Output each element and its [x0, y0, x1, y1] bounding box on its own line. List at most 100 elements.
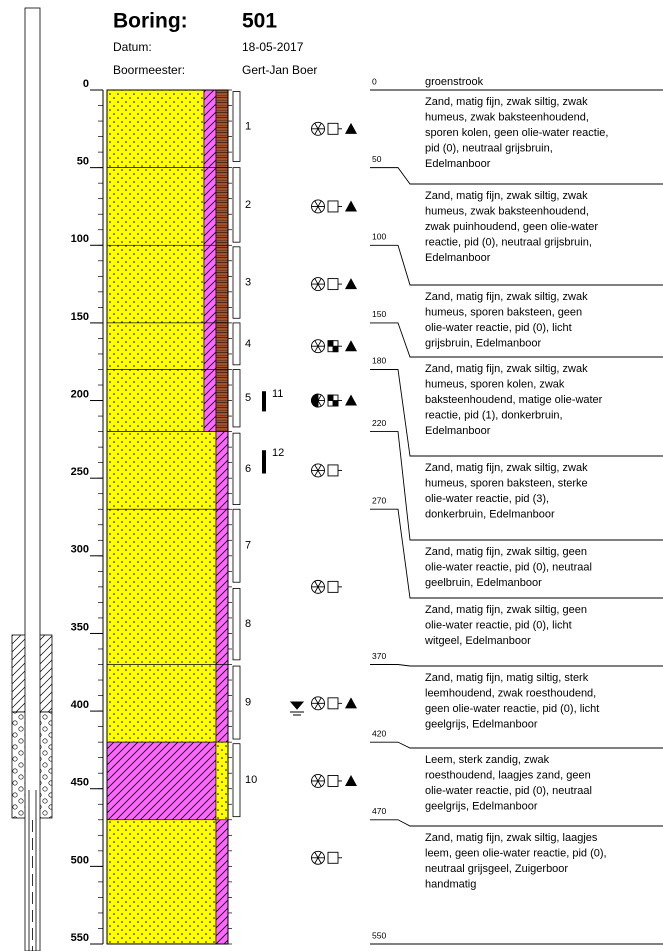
layer-description: leem, geen olie-water reactie, pid (0),: [425, 847, 607, 859]
depth-tick-label: 350: [71, 621, 89, 633]
sample-label: 1: [245, 120, 251, 132]
soil-loam: [204, 323, 216, 370]
depth-tick-label: 200: [71, 388, 89, 400]
depth-label: 370: [372, 651, 386, 661]
marker-bar: [262, 450, 266, 473]
layer-description: olie-water reactie, pid (0), neutraal: [425, 785, 592, 797]
layer-description: geelgrijs, Edelmanboor: [425, 718, 538, 730]
layer-description: Zand, matig fijn, zwak siltig, zwak: [425, 96, 588, 108]
well: [12, 8, 52, 951]
layer-description: olie-water reactie, pid (0), licht: [425, 619, 572, 631]
depth-label: 100: [372, 232, 386, 242]
boring-log: Boring: 501 Datum: 18-05-2017 Boormeeste…: [0, 0, 663, 951]
soil-sand: [107, 245, 204, 323]
sample-label: 7: [245, 540, 251, 552]
sample-interval: [233, 323, 240, 365]
depth-tick-label: 400: [71, 699, 89, 711]
soil-sand: [216, 742, 228, 820]
layer-description: witgeel, Edelmanboor: [424, 635, 531, 647]
sample-label: 8: [245, 618, 251, 630]
sample-interval: [233, 666, 240, 739]
sample-label: 9: [245, 696, 251, 708]
layer-description: leemhoudend, zwak roesthoudend,: [425, 687, 596, 699]
icon-triangle: [345, 200, 357, 211]
layer-description: humeus, sporen baksteen, geen: [425, 306, 582, 318]
layer-description: Zand, matig fijn, zwak siltig, geen: [425, 604, 587, 616]
icon-square: [328, 465, 338, 476]
soil-loam: [107, 742, 216, 820]
depth-tick-label: 0: [83, 78, 89, 90]
icon-square: [328, 698, 338, 709]
layer-description: Zand, matig fijn, matig siltig, sterk: [425, 672, 589, 684]
soil-loam: [204, 369, 216, 431]
sample-label: 6: [245, 463, 251, 475]
marker-label: 12: [272, 447, 284, 459]
analysis-icons: [312, 200, 358, 213]
sample-label: 4: [245, 338, 251, 350]
driller-label: Boormeester:: [113, 63, 185, 77]
icon-triangle: [345, 340, 357, 351]
layer-description: Zand, matig fijn, zwak siltig, zwak: [425, 363, 588, 375]
icon-triangle: [345, 123, 357, 134]
layer-description: Leem, sterk zandig, zwak: [425, 754, 550, 766]
depth-label: 550: [372, 930, 386, 940]
sample-label: 2: [245, 199, 251, 211]
soil-sand: [107, 323, 204, 370]
sample-interval: [233, 369, 240, 426]
analysis-icons: [312, 580, 343, 593]
depth-label: 150: [372, 309, 386, 319]
soil-brick: [216, 90, 228, 168]
depth-label: 470: [372, 806, 386, 816]
icon-triangle: [345, 697, 357, 708]
connector: [370, 665, 663, 666]
icon-fill: [328, 395, 333, 401]
layer-description: Edelmanboor: [425, 252, 491, 264]
layer-description: humeus, sporen baksteen, sterke: [425, 477, 588, 489]
icon-fill: [328, 341, 333, 347]
icon-triangle: [345, 395, 357, 406]
soil-sand: [107, 509, 216, 664]
analysis-icons: [312, 464, 343, 477]
soil-loam: [216, 509, 228, 664]
depth-label: 50: [372, 154, 382, 164]
icon-square: [328, 581, 338, 592]
icon-triangle: [345, 775, 357, 786]
sample-label: 3: [245, 276, 251, 288]
soil-loam: [216, 665, 228, 743]
groundwater-level: [290, 702, 304, 715]
soil-sand: [107, 168, 204, 246]
depth-tick-label: 150: [71, 311, 89, 323]
soil-loam: [204, 245, 216, 323]
layer-description: geelbruin, Edelmanboor: [425, 577, 542, 589]
analysis-icons: [312, 851, 343, 864]
soil-brick: [216, 369, 228, 431]
soil-sand: [107, 432, 216, 510]
soil-brick: [216, 245, 228, 323]
layer-description: olie-water reactie, pid (0), neutraal: [425, 561, 592, 573]
analysis-icons: [312, 394, 358, 407]
depth-tick-label: 100: [71, 233, 89, 245]
title: Boring:: [113, 10, 188, 33]
layer-description: Zand, matig fijn, zwak siltig, geen: [425, 546, 587, 558]
analysis-icons: [312, 774, 358, 787]
boring-number: 501: [242, 10, 277, 33]
layer-description: zwak puinhoudend, geen olie-water: [425, 221, 598, 233]
layer-description: Edelmanboor: [425, 158, 491, 170]
connector: [370, 742, 663, 748]
soil-sand: [107, 369, 204, 431]
icon-fill: [333, 346, 338, 352]
depth-label: 220: [372, 418, 386, 428]
layer-description: geen olie-water reactie, pid (0), licht: [425, 703, 599, 715]
layer-description: olie-water reactie, pid (3),: [425, 493, 549, 505]
soil-loam: [204, 90, 216, 168]
sample-interval: [233, 744, 240, 817]
sample-interval: [233, 168, 240, 243]
soil-loam: [204, 168, 216, 246]
marker-label: 11: [272, 388, 283, 400]
layer-description: sporen kolen, geen olie-water reactie,: [425, 127, 608, 139]
connector: [370, 168, 663, 184]
connector: [370, 820, 663, 826]
soil-brick: [216, 323, 228, 370]
soil-sand: [107, 90, 204, 168]
icon-square: [328, 201, 338, 212]
